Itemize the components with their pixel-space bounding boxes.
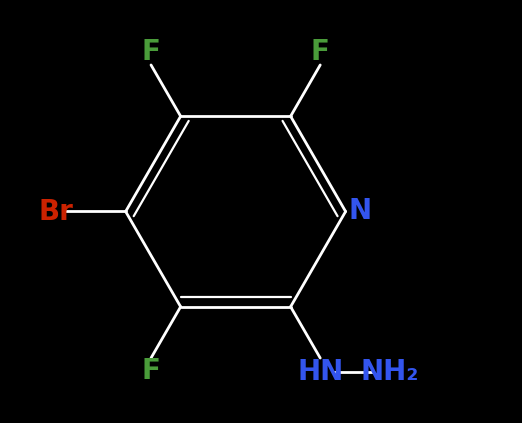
Text: HN: HN bbox=[297, 357, 343, 386]
Text: N: N bbox=[349, 197, 372, 225]
Text: F: F bbox=[141, 38, 160, 66]
Text: F: F bbox=[141, 357, 160, 385]
Text: Br: Br bbox=[39, 198, 73, 225]
Text: F: F bbox=[311, 38, 330, 66]
Text: NH₂: NH₂ bbox=[361, 357, 419, 386]
